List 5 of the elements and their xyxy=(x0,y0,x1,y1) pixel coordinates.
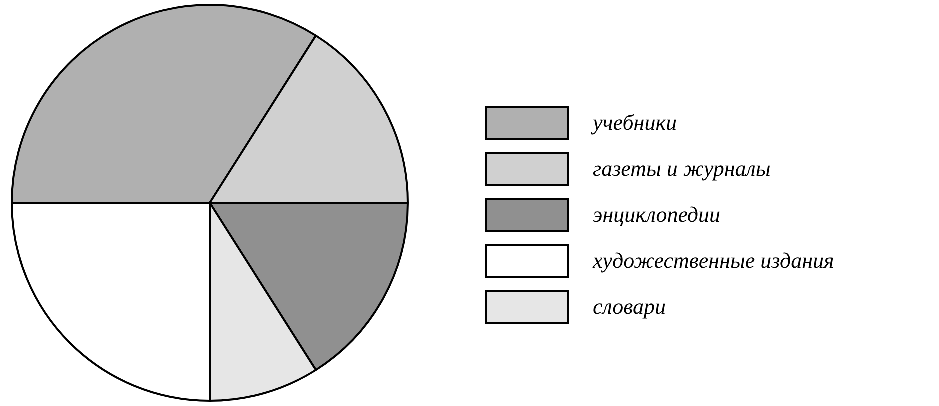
legend-label: учебники xyxy=(593,110,678,136)
legend-label: газеты и журналы xyxy=(593,156,771,182)
legend-label: словари xyxy=(593,294,666,320)
legend-label: художественные издания xyxy=(593,248,834,274)
legend-label: энциклопедии xyxy=(593,202,721,228)
